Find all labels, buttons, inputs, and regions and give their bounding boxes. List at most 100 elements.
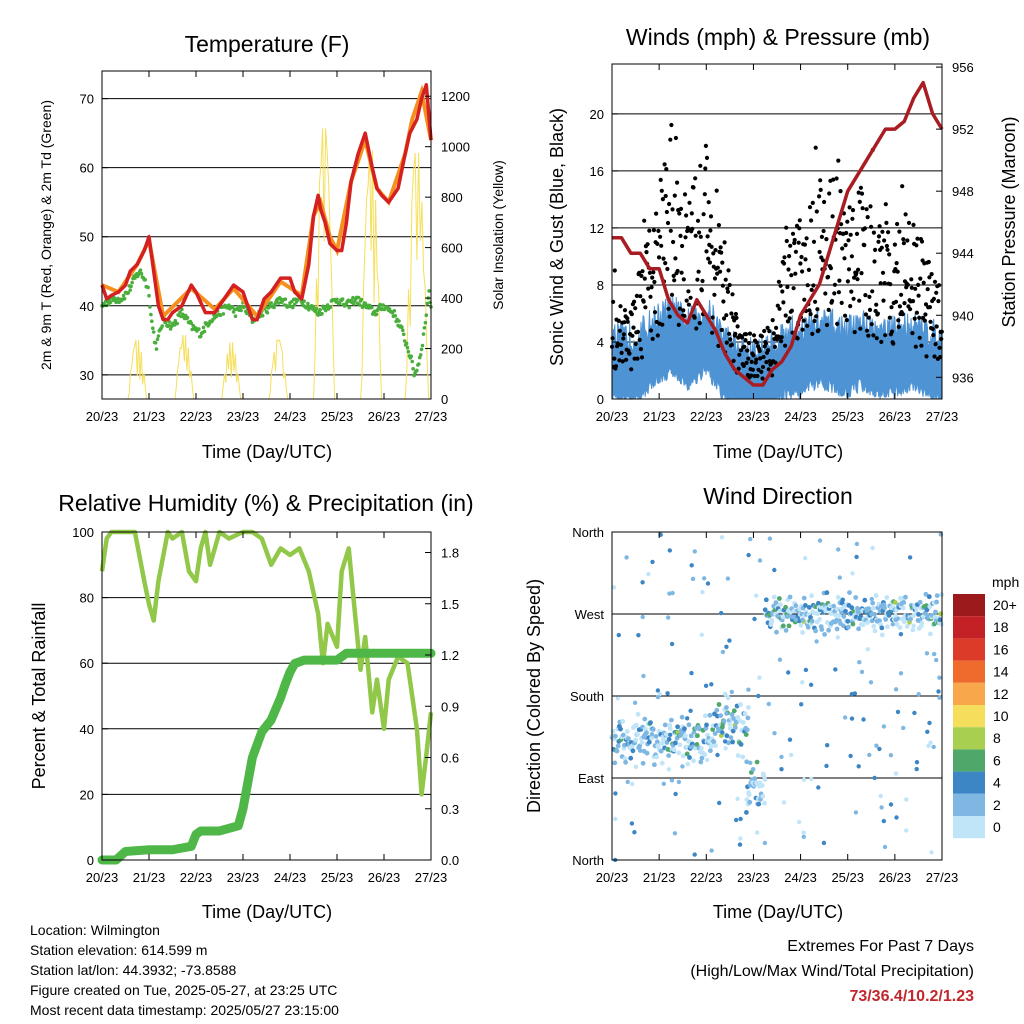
wind-direction-xtick-label: 20/23 bbox=[596, 870, 629, 885]
wind-direction-point bbox=[719, 535, 725, 540]
gust-point bbox=[827, 191, 832, 196]
legend-swatch bbox=[953, 816, 985, 839]
wind-direction-point bbox=[819, 627, 825, 632]
dewpoint-point bbox=[409, 354, 414, 359]
station-info: Location: Wilmington Station elevation: … bbox=[30, 920, 339, 1020]
legend-label: 14 bbox=[993, 664, 1009, 680]
solar-y2tick-label: 800 bbox=[441, 190, 463, 205]
dewpoint-point bbox=[160, 324, 164, 328]
humidity-line bbox=[99, 529, 434, 797]
winds-xlabel: Time (Day/UTC) bbox=[713, 442, 843, 462]
gust-point bbox=[895, 221, 900, 227]
dewpoint-point bbox=[419, 347, 424, 352]
wind-direction-point bbox=[800, 617, 805, 622]
wind-direction-point bbox=[934, 599, 939, 605]
wind-direction-point bbox=[925, 729, 930, 734]
wind-direction-point bbox=[898, 671, 904, 676]
wind-direction-point bbox=[768, 622, 774, 627]
wind-direction-point bbox=[624, 555, 629, 560]
wind-direction-point bbox=[712, 731, 718, 736]
gust-point bbox=[850, 216, 855, 221]
wind-direction-point bbox=[624, 729, 630, 734]
temperature-series bbox=[100, 83, 433, 378]
gust-point bbox=[790, 231, 796, 236]
gust-point bbox=[775, 303, 780, 308]
dewpoint-point bbox=[338, 301, 342, 306]
gust-point bbox=[646, 286, 651, 291]
winds-ytick-label: 12 bbox=[590, 221, 604, 236]
gust-point bbox=[723, 277, 728, 282]
gust-point bbox=[832, 291, 837, 296]
wind-direction-point bbox=[616, 632, 621, 638]
wind-direction-point bbox=[695, 733, 700, 739]
gust-point bbox=[834, 176, 839, 181]
wind-direction-point bbox=[803, 667, 809, 673]
gust-point bbox=[925, 287, 930, 292]
gust-point bbox=[926, 259, 931, 265]
gust-point bbox=[828, 266, 834, 271]
wind-direction-point bbox=[699, 755, 705, 761]
wind-direction-point bbox=[750, 767, 756, 772]
humidity-ytick-label: 100 bbox=[72, 525, 94, 540]
gust-point bbox=[789, 273, 794, 278]
humidity-series bbox=[97, 529, 436, 865]
wind-direction-point bbox=[860, 622, 866, 628]
wind-direction-point bbox=[707, 712, 713, 718]
gust-point bbox=[802, 297, 807, 302]
dewpoint-point bbox=[139, 271, 144, 276]
gust-point bbox=[923, 302, 929, 307]
gust-point bbox=[644, 250, 649, 255]
gust-point bbox=[761, 354, 766, 360]
gust-point bbox=[754, 340, 759, 345]
dewpoint-point bbox=[146, 285, 150, 290]
legend-label: 8 bbox=[993, 730, 1001, 746]
gust-point bbox=[660, 197, 666, 202]
gust-point bbox=[671, 239, 676, 245]
wind-direction-point bbox=[893, 613, 898, 618]
gust-point bbox=[648, 294, 653, 299]
gust-point bbox=[849, 254, 855, 259]
gust-point bbox=[888, 282, 893, 287]
dewpoint-point bbox=[154, 347, 159, 351]
wind-direction-point bbox=[882, 605, 887, 611]
wind-direction-point bbox=[740, 754, 746, 760]
gust-point bbox=[862, 226, 868, 231]
wind-direction-point bbox=[748, 760, 753, 765]
gust-point bbox=[857, 298, 862, 303]
gust-point bbox=[617, 328, 623, 333]
wind-direction-point bbox=[661, 781, 666, 786]
wind-direction-point bbox=[755, 830, 760, 835]
pressure-y2tick-label: 936 bbox=[952, 370, 974, 385]
extremes-title: Extremes For Past 7 Days bbox=[787, 938, 974, 955]
wind-direction-point bbox=[870, 545, 875, 551]
wind-direction-point bbox=[700, 589, 705, 595]
wind-direction-point bbox=[787, 737, 793, 742]
gust-point bbox=[916, 282, 921, 287]
extremes-values: 73/36.4/10.2/1.23 bbox=[849, 988, 974, 1005]
gust-point bbox=[612, 268, 617, 273]
gust-point bbox=[916, 293, 921, 298]
gust-point bbox=[617, 358, 622, 363]
gust-point bbox=[714, 188, 719, 193]
wind-direction-point bbox=[698, 759, 704, 765]
gust-point bbox=[726, 268, 731, 273]
gust-point bbox=[638, 294, 643, 299]
wind-direction-point bbox=[869, 596, 874, 602]
wind-direction-point bbox=[744, 810, 749, 815]
dewpoint-point bbox=[239, 308, 243, 313]
wind-direction-point bbox=[929, 850, 934, 855]
gust-point bbox=[895, 269, 900, 274]
temperature-panel: Temperature (F) 20/23 21/23 22/23 23/23 24/2… bbox=[38, 31, 506, 462]
temperature-axes: 20/23 21/23 22/23 23/23 24/23 25/23 26/23 27/23… bbox=[80, 71, 470, 424]
wind-direction-point bbox=[690, 576, 696, 582]
gust-point bbox=[801, 318, 806, 323]
wind-direction-point bbox=[642, 716, 648, 722]
wind-direction-point bbox=[717, 800, 722, 806]
wind-direction-point bbox=[725, 695, 731, 701]
wind-direction-point bbox=[752, 616, 757, 622]
temperature-xtick-label: 25/23 bbox=[321, 409, 354, 424]
gust-point bbox=[767, 329, 772, 334]
gust-point bbox=[708, 214, 714, 219]
gust-point bbox=[699, 288, 705, 293]
gust-point bbox=[877, 224, 882, 229]
